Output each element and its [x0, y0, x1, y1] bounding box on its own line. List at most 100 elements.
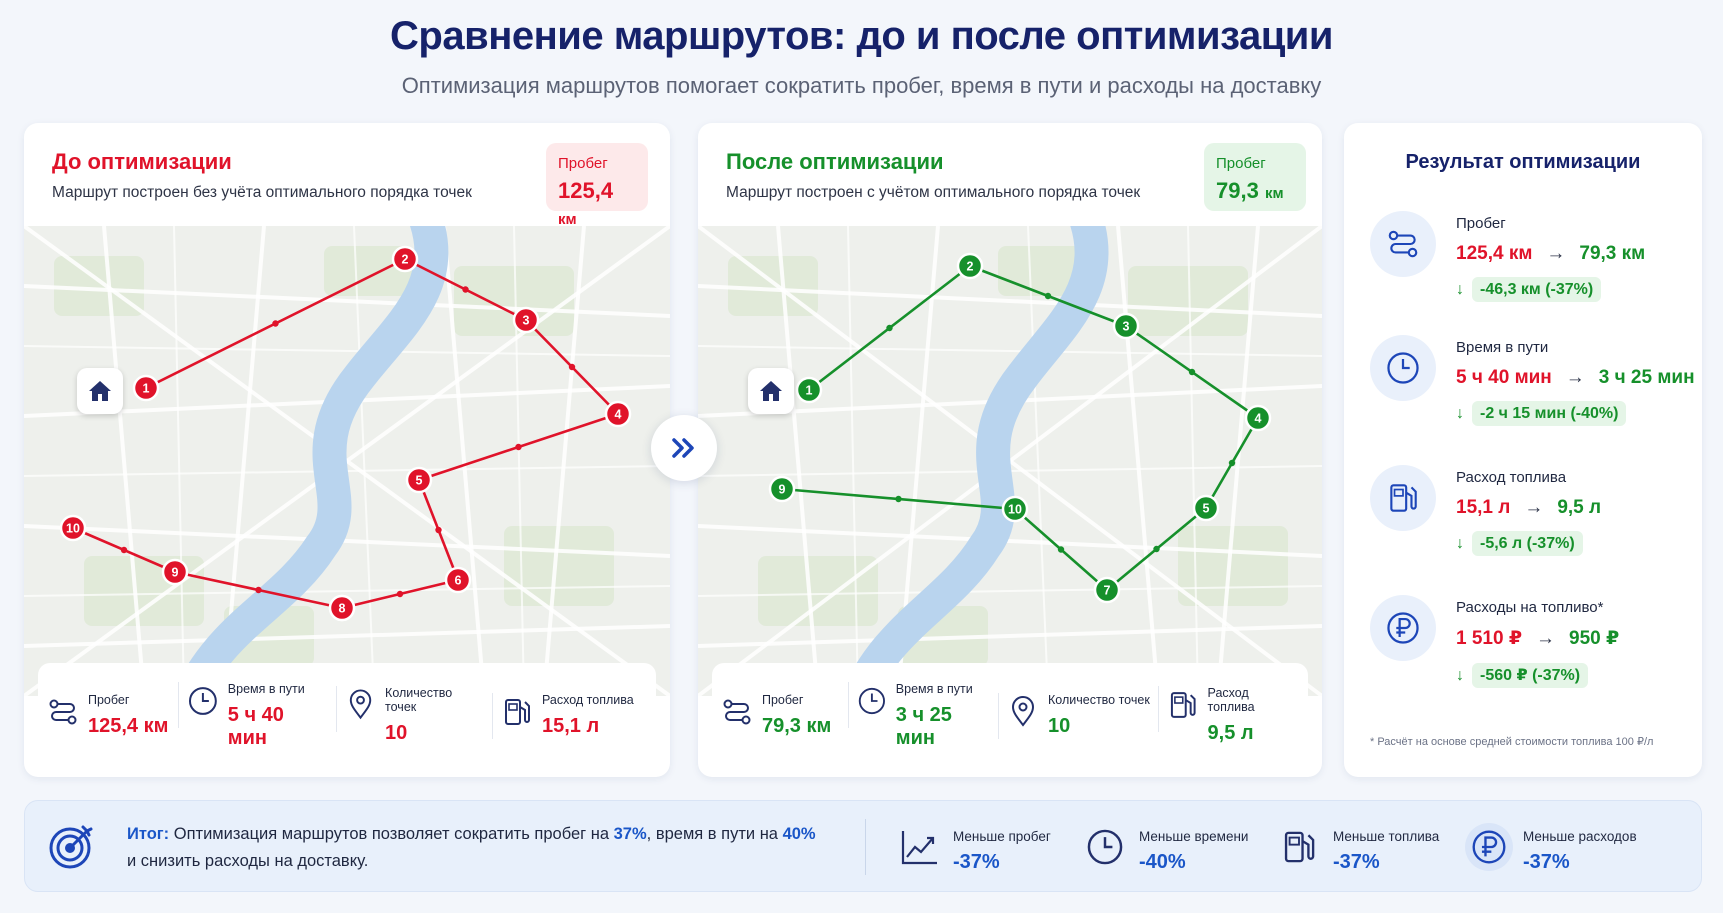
result-label: Время в пути [1456, 339, 1549, 356]
clock-icon [188, 686, 217, 715]
summary-stat-label: Меньше пробег [953, 829, 1051, 844]
route-stop-circle [391, 245, 419, 273]
summary-icon-wrap [1465, 823, 1513, 871]
route-stop-marker: 1 [795, 376, 823, 404]
summary-stat-value: -40% [1139, 851, 1186, 873]
summary-pct-mileage: 37% [613, 825, 647, 843]
route-direction-marker [1228, 459, 1236, 467]
result-label: Расходы на топливо* [1456, 599, 1604, 616]
result-new-value: 3 ч 25 мин [1598, 367, 1695, 388]
map-street [542, 226, 586, 696]
route-stop-marker: 8 [328, 594, 356, 622]
route-stop-number: 6 [455, 574, 462, 588]
summary-divider [865, 819, 866, 875]
result-new-value: 9,5 л [1557, 497, 1602, 518]
summary-text: Итог: Оптимизация маршрутов позволяет со… [127, 821, 847, 875]
map-street [513, 226, 525, 696]
route-direction-marker [120, 546, 128, 554]
route-stop-number: 2 [402, 253, 409, 267]
route-stop-number: 3 [1123, 320, 1130, 334]
summary-stat-label: Меньше топлива [1333, 829, 1440, 844]
route-direction-marker [886, 324, 893, 332]
route-stop-circle [1112, 312, 1140, 340]
before-mileage-value: 125,4 [558, 178, 614, 203]
before-stats-bar: Пробег 125,4 км Время в пути 5 ч 40 мин Ко… [38, 663, 656, 766]
route-direction-marker [1057, 546, 1065, 553]
after-stat-value: 9,5 л [1207, 722, 1254, 744]
result-new-value: 950 ₽ [1569, 628, 1620, 649]
route-stop-marker: 7 [1093, 576, 1121, 604]
result-label: Пробег [1456, 215, 1506, 232]
map-street [102, 226, 146, 696]
after-route-map[interactable]: 1 2 3 4 5 7 9 10 [698, 226, 1322, 696]
route-stop-marker: 5 [1192, 494, 1220, 522]
arrow-down-icon: ↓ [1456, 281, 1464, 298]
clock-icon [1387, 352, 1419, 384]
before-stat-time: Время в пути 5 ч 40 мин [178, 680, 336, 750]
fuel-pump-icon [1390, 484, 1417, 512]
after-mileage-unit: км [1264, 185, 1284, 202]
summary-icon-wrap [1275, 823, 1323, 871]
map-park [54, 256, 144, 316]
summary-stat-value: -37% [1523, 851, 1570, 873]
route-stop-number: 3 [523, 314, 530, 328]
clock-icon [858, 687, 885, 714]
fuel-pump-icon [1170, 692, 1196, 718]
before-title: До оптимизации [52, 149, 232, 174]
result-diff-pct: (-37%) [1526, 535, 1575, 552]
route-direction-marker [435, 526, 442, 534]
route-direction-marker [1044, 292, 1052, 300]
route-stop-marker: 9 [768, 475, 796, 503]
route-stop-circle [444, 566, 472, 594]
before-route-map[interactable]: 12345678910 [24, 226, 670, 696]
route-direction-marker [1188, 368, 1196, 376]
after-mileage-label: Пробег [1216, 155, 1266, 172]
compare-arrow-button[interactable] [651, 415, 717, 481]
route-stop-circle [161, 558, 189, 586]
map-street [173, 226, 185, 696]
after-stat-mileage: Пробег 79,3 км [712, 691, 848, 738]
ruble-icon [1387, 612, 1419, 644]
route-stop-marker: 5 [405, 466, 433, 494]
route-stop-circle [795, 376, 823, 404]
before-mileage-badge: Пробег 125,4 км [546, 143, 648, 228]
route-stop-marker: 3 [1112, 312, 1140, 340]
route-stop-circle [405, 466, 433, 494]
result-old-value: 15,1 л [1456, 497, 1511, 518]
route-stop-number: 5 [416, 474, 423, 488]
route-stop-marker: 2 [956, 252, 984, 280]
route-direction-marker [1153, 545, 1160, 553]
route-stop-number: 8 [339, 602, 346, 616]
route-stop-marker: 10 [1001, 495, 1029, 523]
home-icon [89, 381, 111, 401]
before-stat-label: Пробег [88, 693, 130, 707]
page-subtitle: Оптимизация маршрутов помогает сократить… [401, 73, 1322, 98]
after-depot-marker[interactable] [748, 368, 794, 414]
target-icon [49, 825, 93, 869]
summary-icon-wrap [895, 823, 943, 871]
before-stat-label: Расход топлива [542, 693, 634, 707]
after-stats-bar: Пробег 79,3 км Время в пути 3 ч 25 мин Кол… [712, 663, 1308, 766]
before-depot-marker[interactable] [77, 368, 123, 414]
route-direction-marker [462, 286, 469, 293]
map-street [24, 226, 670, 696]
before-stat-mileage: Пробег 125,4 км [38, 691, 178, 738]
before-stat-value: 15,1 л [542, 715, 600, 737]
route-stop-number: 7 [1104, 584, 1111, 598]
summary-text-part: Оптимизация маршрутов позволяет сократит… [169, 825, 614, 843]
route-stop-circle [1244, 404, 1272, 432]
before-card: До оптимизации Маршрут построен без учёт… [24, 123, 670, 777]
map-street [698, 284, 1322, 318]
summary-stat-value: -37% [953, 851, 1000, 873]
map-river [171, 226, 449, 696]
route-stop-circle [1093, 576, 1121, 604]
route-icon [723, 699, 751, 725]
result-icon-wrap [1370, 335, 1436, 401]
after-stat-value: 3 ч 25 мин [895, 703, 952, 749]
route-stop-number: 2 [967, 260, 974, 274]
summary-text-part: , время в пути на [646, 825, 783, 843]
after-stat-points: Количество точек 10 [998, 691, 1158, 739]
after-stat-label: Пробег [762, 693, 804, 707]
route-stop-number: 9 [172, 566, 179, 580]
route-stop-number: 1 [143, 382, 150, 396]
